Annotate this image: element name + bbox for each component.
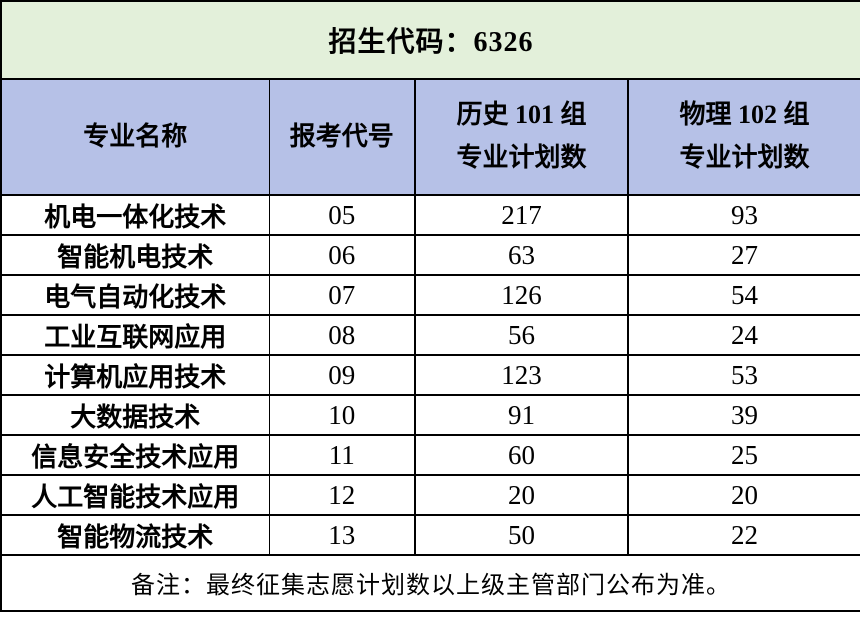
col-header-major-name: 专业名称 — [0, 78, 270, 196]
col-header-major-name-label: 专业名称 — [83, 121, 188, 151]
physics-plan-cell: 20 — [626, 474, 860, 516]
major-name-cell: 工业互联网应用 — [0, 314, 270, 356]
physics-plan-cell: 24 — [626, 314, 860, 356]
major-name-cell: 计算机应用技术 — [0, 354, 270, 396]
table-row-intelligent-mechatronics: 智能机电技术 06 63 27 — [0, 234, 860, 276]
physics-plan-cell: 54 — [626, 274, 860, 316]
major-name-cell: 大数据技术 — [0, 394, 270, 436]
table-row-information-security: 信息安全技术应用 11 60 25 — [0, 434, 860, 476]
application-code-cell: 09 — [268, 354, 416, 396]
major-name-cell: 智能机电技术 — [0, 234, 270, 276]
col-header-application-code: 报考代号 — [268, 78, 416, 196]
admission-code-title: 招生代码：6326 — [0, 0, 860, 80]
application-code-cell: 13 — [268, 514, 416, 556]
application-code-cell: 08 — [268, 314, 416, 356]
application-code-cell: 06 — [268, 234, 416, 276]
col-header-history-group: 历史 101 组 专业计划数 — [414, 78, 629, 196]
history-group-line1: 历史 101 组 — [456, 100, 587, 130]
application-code-cell: 12 — [268, 474, 416, 516]
physics-plan-cell: 22 — [626, 514, 860, 556]
history-plan-cell: 63 — [414, 234, 629, 276]
application-code-cell: 07 — [268, 274, 416, 316]
history-group-line2: 专业计划数 — [456, 143, 587, 172]
table-footnote: 备注：最终征集志愿计划数以上级主管部门公布为准。 — [0, 554, 860, 612]
footnote-row: 备注：最终征集志愿计划数以上级主管部门公布为准。 — [0, 554, 860, 612]
physics-group-line2: 专业计划数 — [679, 143, 810, 172]
physics-plan-cell: 39 — [626, 394, 860, 436]
physics-plan-cell: 93 — [626, 194, 860, 236]
physics-plan-cell: 27 — [626, 234, 860, 276]
title-row: 招生代码：6326 — [0, 0, 860, 80]
table-row-artificial-intelligence: 人工智能技术应用 12 20 20 — [0, 474, 860, 516]
major-name-cell: 机电一体化技术 — [0, 194, 270, 236]
application-code-cell: 05 — [268, 194, 416, 236]
history-plan-cell: 20 — [414, 474, 629, 516]
physics-plan-cell: 25 — [626, 434, 860, 476]
history-plan-cell: 217 — [414, 194, 629, 236]
table-row-computer-application: 计算机应用技术 09 123 53 — [0, 354, 860, 396]
history-plan-cell: 123 — [414, 354, 629, 396]
major-name-cell: 智能物流技术 — [0, 514, 270, 556]
column-header-row: 专业名称 报考代号 历史 101 组 专业计划数 物理 102 组 专业计划数 — [0, 78, 860, 196]
application-code-cell: 11 — [268, 434, 416, 476]
history-plan-cell: 60 — [414, 434, 629, 476]
col-header-application-code-label: 报考代号 — [289, 121, 394, 151]
history-plan-cell: 50 — [414, 514, 629, 556]
history-plan-cell: 56 — [414, 314, 629, 356]
history-plan-cell: 91 — [414, 394, 629, 436]
table-row-electrical-automation: 电气自动化技术 07 126 54 — [0, 274, 860, 316]
major-name-cell: 信息安全技术应用 — [0, 434, 270, 476]
col-header-physics-group: 物理 102 组 专业计划数 — [626, 78, 860, 196]
table-row-mechatronics: 机电一体化技术 05 217 93 — [0, 194, 860, 236]
table-row-big-data: 大数据技术 10 91 39 — [0, 394, 860, 436]
application-code-cell: 10 — [268, 394, 416, 436]
major-name-cell: 人工智能技术应用 — [0, 474, 270, 516]
table-row-industrial-internet: 工业互联网应用 08 56 24 — [0, 314, 860, 356]
table-row-intelligent-logistics: 智能物流技术 13 50 22 — [0, 514, 860, 556]
physics-group-line1: 物理 102 组 — [679, 100, 810, 130]
physics-plan-cell: 53 — [626, 354, 860, 396]
major-name-cell: 电气自动化技术 — [0, 274, 270, 316]
enrollment-plan-table: 招生代码：6326 专业名称 报考代号 历史 101 组 专业计划数 物理 10… — [0, 0, 860, 612]
history-plan-cell: 126 — [414, 274, 629, 316]
